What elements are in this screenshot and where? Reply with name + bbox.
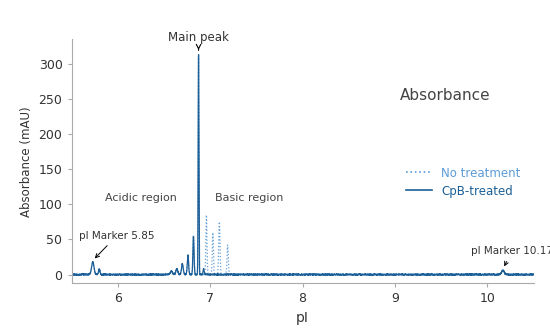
Text: Main peak: Main peak <box>168 31 229 50</box>
Text: Absorbance: Absorbance <box>399 88 490 103</box>
Text: pI Marker 10.17: pI Marker 10.17 <box>471 246 550 266</box>
Text: Basic region: Basic region <box>214 193 283 203</box>
Legend: No treatment, CpB-treated: No treatment, CpB-treated <box>401 162 525 202</box>
Y-axis label: Absorbance (mAU): Absorbance (mAU) <box>20 106 33 216</box>
Text: pI Marker 5.85: pI Marker 5.85 <box>79 231 155 258</box>
Text: Acidic region: Acidic region <box>105 193 177 203</box>
X-axis label: pI: pI <box>296 311 309 324</box>
